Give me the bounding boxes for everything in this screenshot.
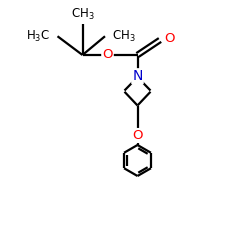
Text: O: O bbox=[132, 129, 143, 142]
Text: N: N bbox=[132, 69, 143, 83]
Text: CH$_3$: CH$_3$ bbox=[112, 29, 136, 44]
Text: CH$_3$: CH$_3$ bbox=[71, 7, 94, 22]
Text: O: O bbox=[164, 32, 175, 45]
Text: O: O bbox=[102, 48, 113, 62]
Text: H$_3$C: H$_3$C bbox=[26, 29, 50, 44]
